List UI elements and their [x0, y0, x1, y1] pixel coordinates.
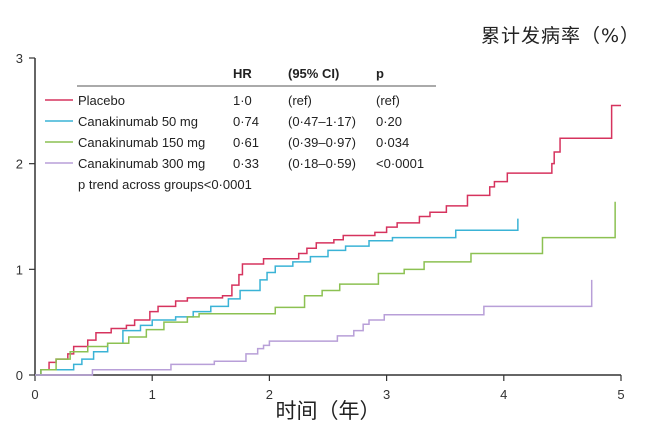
x-tick-label: 0	[31, 387, 38, 402]
x-axis-label: 时间（年）	[276, 399, 381, 423]
series-line-canakinumab-50-mg	[35, 218, 519, 376]
p-trend-note: p trend across groups<0·0001	[78, 177, 252, 192]
x-tick-label: 1	[149, 387, 156, 402]
legend-ci: (ref)	[288, 93, 312, 108]
legend-ci: (0·39–0·97)	[288, 135, 356, 150]
legend-p: 0·20	[376, 114, 402, 129]
y-tick-label: 3	[16, 51, 23, 66]
x-tick-label: 5	[617, 387, 624, 402]
legend-ci: (0·47–1·17)	[288, 114, 356, 129]
series-line-placebo	[35, 104, 621, 376]
legend-label: Placebo	[78, 93, 125, 108]
legend-label: Canakinumab 150 mg	[78, 135, 205, 150]
legend-hr: 0·61	[233, 135, 259, 150]
y-tick-label: 0	[16, 368, 23, 383]
x-tick-label: 4	[500, 387, 507, 402]
legend: HR (95% CI) p Placebo 1·0 (ref) (ref) Canakinum…	[45, 66, 436, 192]
legend-header-p: p	[376, 66, 384, 81]
series-line-canakinumab-150-mg	[35, 201, 616, 376]
legend-ci: (0·18–0·59)	[288, 156, 356, 171]
legend-p: (ref)	[376, 93, 400, 108]
y-tick-label: 2	[16, 157, 23, 172]
legend-label: Canakinumab 300 mg	[78, 156, 205, 171]
x-tick-label: 2	[266, 387, 273, 402]
legend-hr: 0·74	[233, 114, 259, 129]
legend-p: 0·034	[376, 135, 409, 150]
legend-header-hr: HR	[233, 66, 252, 81]
legend-header-ci: (95% CI)	[288, 66, 339, 81]
x-tick-label: 3	[383, 387, 390, 402]
chart-title: 累计发病率（%）	[481, 25, 640, 47]
legend-p: <0·0001	[376, 156, 424, 171]
legend-hr: 1·0	[233, 93, 252, 108]
y-tick-label: 1	[16, 262, 23, 277]
legend-hr: 0·33	[233, 156, 259, 171]
series-line-canakinumab-300-mg	[35, 279, 593, 376]
legend-label: Canakinumab 50 mg	[78, 114, 198, 129]
